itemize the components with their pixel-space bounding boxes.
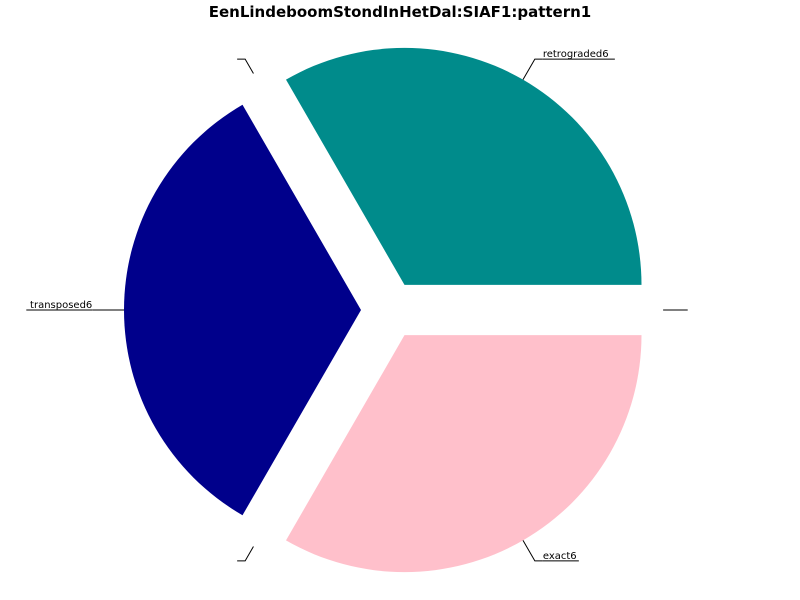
leader-line-retrograded6 (522, 58, 543, 80)
pie-slice-transposed6 (124, 104, 361, 516)
slice-label-retrograded6: retrograded6 (543, 49, 609, 60)
slice-label-exact6: exact6 (543, 551, 577, 562)
labels-layer: retrograded6 transposed6 exact6 (26, 49, 688, 562)
slice-label-transposed6: transposed6 (30, 300, 92, 311)
slices-layer (124, 47, 642, 573)
pie-slice-exact6 (286, 335, 642, 573)
chart-title: EenLindeboomStondInHetDal:SIAF1:pattern1 (208, 3, 592, 21)
pie-slice-retrograded6 (286, 47, 642, 285)
leader-line-exact6 (522, 540, 543, 562)
empty-slice-leader-2 (237, 58, 254, 74)
empty-slice-leader-4 (237, 546, 254, 562)
